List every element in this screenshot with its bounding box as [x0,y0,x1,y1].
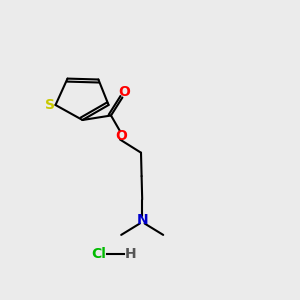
Text: O: O [115,130,127,143]
Text: N: N [136,213,148,227]
Text: Cl: Cl [92,247,106,260]
Text: S: S [45,98,55,112]
Text: O: O [118,85,130,99]
Text: H: H [125,247,136,260]
